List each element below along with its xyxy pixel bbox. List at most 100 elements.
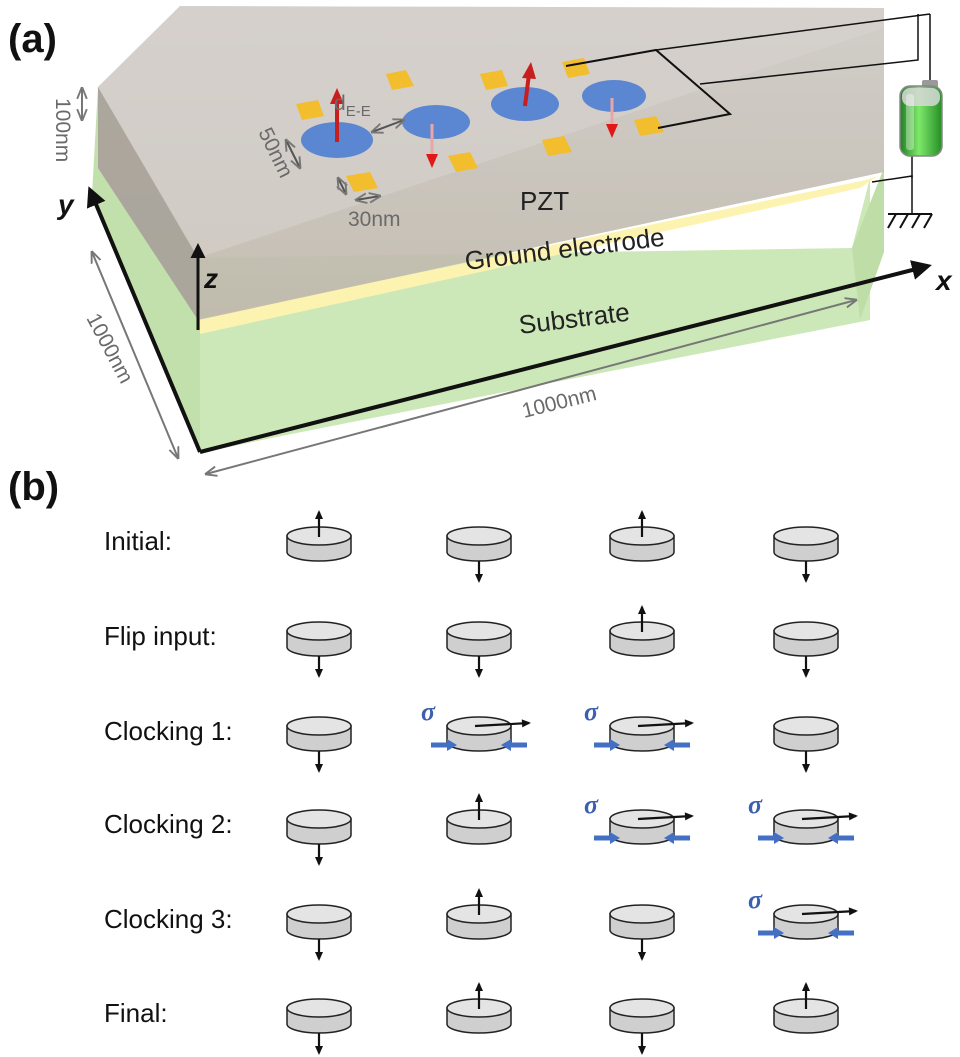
- electrode: [346, 172, 378, 192]
- arrowhead: [475, 574, 483, 583]
- x-axis-label: x: [934, 265, 953, 296]
- state-row: Final:: [104, 982, 839, 1055]
- arrowhead: [638, 605, 646, 614]
- stress-arrow-icon: [501, 739, 527, 751]
- arrowhead: [315, 857, 323, 866]
- nanodisk: [582, 80, 646, 112]
- disk-top: [609, 998, 675, 1018]
- electrode: [296, 100, 324, 120]
- depth-dimension-arrow: [92, 252, 178, 458]
- panel-a-label: (a): [8, 17, 57, 61]
- nanomagnet-disk: [286, 809, 352, 866]
- in-plane-state-arrow: [801, 909, 857, 916]
- stress-arrow-icon: [758, 927, 784, 939]
- arrowhead: [638, 510, 646, 519]
- arrowhead: [315, 510, 323, 519]
- nanomagnet-disk: [773, 982, 839, 1034]
- nanomagnet-disk: σ: [748, 885, 858, 940]
- arrowhead: [802, 669, 810, 678]
- nanomagnet-disk: [773, 526, 839, 583]
- in-plane-state-arrow: [801, 814, 857, 821]
- y-axis-label: y: [56, 189, 75, 220]
- arrowhead: [638, 1046, 646, 1055]
- in-plane-state-arrow: [637, 814, 693, 821]
- arrowhead: [330, 88, 344, 104]
- row-label: Initial:: [104, 526, 172, 556]
- width-dimension-arrow: [206, 300, 856, 474]
- stress-symbol: σ: [748, 790, 763, 819]
- electrode: [634, 116, 664, 136]
- nanomagnet-disk: [609, 510, 675, 562]
- stress-symbol: σ: [748, 885, 763, 914]
- stress-symbol: σ: [421, 697, 436, 726]
- stress-arrow-icon: [594, 832, 620, 844]
- state-row: Clocking 2: σ σ: [104, 790, 858, 866]
- nanomagnet-disk: σ: [748, 790, 858, 845]
- stress-symbol: σ: [584, 790, 599, 819]
- stress-arrow-icon: [828, 832, 854, 844]
- nanomagnet-disk: [446, 793, 512, 845]
- arrowhead: [475, 888, 483, 897]
- nanomagnet-disk: [773, 716, 839, 773]
- stress-symbol: σ: [584, 697, 599, 726]
- electrode: [542, 136, 572, 156]
- disk-top: [446, 621, 512, 641]
- spacing-dimension-label: dE-E: [334, 92, 371, 120]
- in-plane-state-arrow: [474, 721, 530, 728]
- diameter-dimension-arrow: [286, 140, 300, 168]
- panel-b: (b) Initial:Flip input:Clocking 1:σ σCloc…: [8, 465, 858, 1055]
- nanomagnet-disk: [446, 526, 512, 583]
- disk-top: [286, 998, 352, 1018]
- electrode: [448, 152, 478, 172]
- panel-b-label: (b): [8, 465, 59, 509]
- state-rows: Initial:Flip input:Clocking 1:σ σClocking…: [104, 510, 858, 1055]
- ground-symbol-icon: [887, 213, 933, 229]
- nanodisks: [301, 62, 646, 168]
- nanomagnet-disk: [609, 904, 675, 961]
- nanomagnet-disk: σ: [584, 790, 694, 845]
- arrowhead: [522, 62, 536, 79]
- row-label: Final:: [104, 998, 168, 1028]
- arrowhead: [426, 154, 438, 168]
- disk-top: [446, 526, 512, 546]
- arrowhead: [684, 719, 694, 728]
- stress-arrow-icon: [758, 832, 784, 844]
- row-label: Clocking 1:: [104, 716, 233, 746]
- ground-electrode-layer: [200, 176, 878, 334]
- nanomagnet-disk: [286, 998, 352, 1055]
- spacing-dimension-main: d: [334, 92, 346, 115]
- arrowhead: [315, 1046, 323, 1055]
- stress-arrow-icon: [594, 739, 620, 751]
- electrode-dimension-label: 30nm: [348, 208, 401, 231]
- pzt-top-edge: [98, 6, 884, 258]
- thickness-dimension-label: 100nm: [51, 98, 74, 162]
- row-label: Clocking 2:: [104, 809, 233, 839]
- arrowhead: [315, 952, 323, 961]
- disk-top: [286, 621, 352, 641]
- circuit-wire: [655, 13, 931, 51]
- nanomagnet-disk: [446, 982, 512, 1034]
- arrowhead: [802, 982, 810, 991]
- disk-top: [773, 621, 839, 641]
- nanomagnet-disk: [609, 998, 675, 1055]
- stress-arrow-icon: [664, 739, 690, 751]
- width-dimension-label: 1000nm: [520, 382, 599, 423]
- disk-top: [286, 716, 352, 736]
- up-polarization-arrow: [523, 73, 531, 107]
- disk-top: [773, 526, 839, 546]
- arrowhead: [475, 669, 483, 678]
- electrode: [386, 70, 414, 90]
- nanomagnet-disk: [286, 621, 352, 678]
- arrowhead: [606, 124, 618, 138]
- state-row: Clocking 3: σ: [104, 885, 858, 961]
- state-row: Initial:: [104, 510, 839, 583]
- state-row: Clocking 1: σ σ: [104, 697, 839, 773]
- nanomagnet-disk: [446, 621, 512, 678]
- arrowhead: [802, 764, 810, 773]
- depth-dimension-label: 1000nm: [82, 310, 138, 388]
- state-row: Flip input:: [104, 605, 839, 678]
- nanodisk: [402, 105, 470, 139]
- spacing-dimension-arrow: [372, 120, 404, 132]
- battery-icon: [899, 80, 943, 157]
